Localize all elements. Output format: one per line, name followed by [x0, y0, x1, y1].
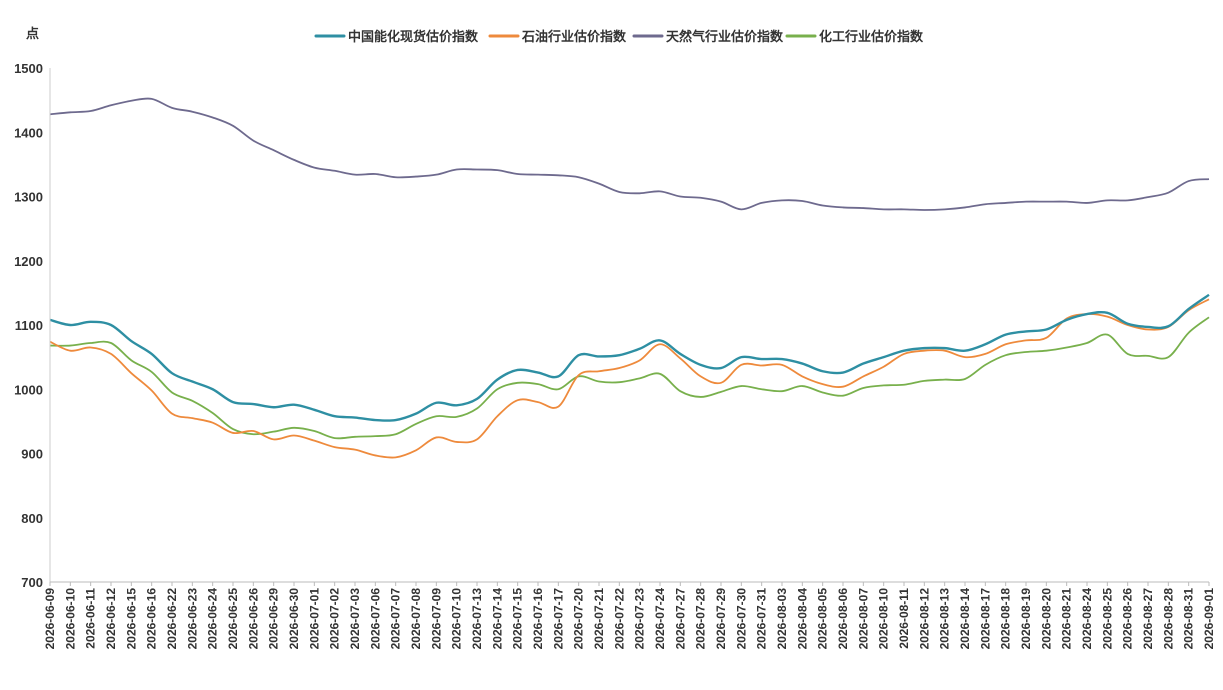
series-line-3 — [49, 316, 1210, 440]
x-tick-label: 2026-08-31 — [1182, 588, 1196, 650]
x-tick-label: 2026-06-11 — [84, 588, 98, 649]
x-tick-label: 2026-06-24 — [206, 588, 220, 650]
x-tick-label: 2026-06-30 — [287, 588, 301, 650]
x-tick-label: 2026-07-13 — [470, 588, 484, 650]
x-tick-label: 2026-08-03 — [775, 588, 789, 650]
x-tick-label: 2026-07-17 — [551, 588, 565, 650]
x-tick-label: 2026-07-08 — [409, 588, 423, 650]
x-tick-label: 2026-07-06 — [368, 588, 382, 650]
x-tick-label: 2026-06-23 — [185, 588, 199, 650]
x-tick-label: 2026-08-17 — [978, 588, 992, 650]
x-tick-label: 2026-06-10 — [63, 588, 77, 650]
x-tick-label: 2026-08-10 — [877, 588, 891, 650]
series-line-0 — [49, 293, 1210, 422]
x-tick-label: 2026-08-21 — [1060, 588, 1074, 650]
x-tick-label: 2026-07-23 — [633, 588, 647, 650]
x-tick-label: 2026-07-02 — [328, 588, 342, 650]
x-tick-label: 2026-08-24 — [1080, 588, 1094, 650]
x-tick-label: 2026-08-20 — [1039, 588, 1053, 650]
legend: 中国能化现货估价指数 石油行业估价指数 天然气行业估价指数 化工行业估价指数 — [314, 29, 924, 44]
series-line-1 — [49, 298, 1210, 459]
x-tick-label: 2026-07-29 — [714, 588, 728, 650]
legend-label: 石油行业估价指数 — [521, 29, 627, 44]
x-tick-label: 2026-08-25 — [1100, 588, 1114, 650]
x-tick-label: 2026-07-01 — [307, 588, 321, 650]
x-tick-label: 2026-07-09 — [429, 588, 443, 650]
x-tick-label: 2026-08-27 — [1141, 588, 1155, 650]
x-tick-label: 2026-07-03 — [348, 588, 362, 650]
series-lines — [49, 97, 1210, 459]
x-tick-label: 2026-06-15 — [124, 588, 138, 650]
legend-label: 化工行业估价指数 — [819, 29, 924, 44]
y-axis-ticks: 700 800 900 1000 1100 1200 1300 1400 1500 — [14, 61, 43, 590]
legend-label: 中国能化现货估价指数 — [348, 29, 479, 44]
y-tick-label: 1000 — [14, 382, 43, 397]
x-tick-label: 2026-07-28 — [694, 588, 708, 650]
x-tick-label: 2026-08-11 — [897, 588, 911, 649]
x-tick-label: 2026-07-22 — [612, 588, 626, 650]
y-tick-label: 800 — [21, 511, 43, 526]
x-axis-ticks: 2026-06-09 2026-06-10 2026-06-11 2026-06-12… — [43, 582, 1216, 649]
x-tick-label: 2026-08-18 — [999, 588, 1013, 650]
x-tick-label: 2026-09-01 — [1202, 588, 1216, 650]
x-tick-label: 2026-07-20 — [572, 588, 586, 650]
y-tick-label: 900 — [21, 447, 43, 462]
x-tick-label: 2026-08-07 — [856, 588, 870, 650]
x-tick-label: 2026-07-07 — [389, 588, 403, 650]
series-line-2 — [49, 97, 1210, 211]
x-tick-label: 2026-08-19 — [1019, 588, 1033, 650]
y-tick-label: 1200 — [14, 254, 43, 269]
x-tick-label: 2026-06-12 — [104, 588, 118, 650]
x-tick-label: 2026-07-31 — [755, 588, 769, 650]
legend-label: 天然气行业估价指数 — [666, 29, 784, 44]
x-tick-label: 2026-07-16 — [531, 588, 545, 650]
x-tick-label: 2026-08-12 — [917, 588, 931, 650]
x-tick-label: 2026-08-06 — [836, 588, 850, 650]
x-tick-label: 2026-07-21 — [592, 588, 606, 650]
x-tick-label: 2026-07-10 — [450, 588, 464, 650]
y-tick-label: 1500 — [14, 61, 43, 76]
y-tick-label: 700 — [21, 575, 43, 590]
x-tick-label: 2026-07-15 — [511, 588, 525, 650]
x-tick-label: 2026-08-05 — [816, 588, 830, 650]
x-tick-label: 2026-07-27 — [673, 588, 687, 650]
x-tick-label: 2026-06-16 — [145, 588, 159, 650]
x-tick-label: 2026-07-14 — [490, 588, 504, 650]
x-tick-label: 2026-06-29 — [267, 588, 281, 650]
x-tick-label: 2026-06-22 — [165, 588, 179, 650]
y-axis-unit-label: 点 — [26, 26, 39, 41]
y-tick-label: 1400 — [14, 125, 43, 140]
x-tick-label: 2026-06-09 — [43, 588, 57, 650]
x-tick-label: 2026-08-14 — [958, 588, 972, 650]
x-tick-label: 2026-06-25 — [226, 588, 240, 650]
x-tick-label: 2026-07-30 — [734, 588, 748, 650]
y-tick-label: 1100 — [15, 318, 43, 333]
x-tick-label: 2026-08-13 — [938, 588, 952, 650]
y-tick-label: 1300 — [14, 190, 43, 205]
x-tick-label: 2026-08-04 — [795, 588, 809, 650]
x-tick-label: 2026-08-28 — [1161, 588, 1175, 650]
x-tick-label: 2026-08-26 — [1121, 588, 1135, 650]
x-tick-label: 2026-06-26 — [246, 588, 260, 650]
x-tick-label: 2026-07-24 — [653, 588, 667, 650]
